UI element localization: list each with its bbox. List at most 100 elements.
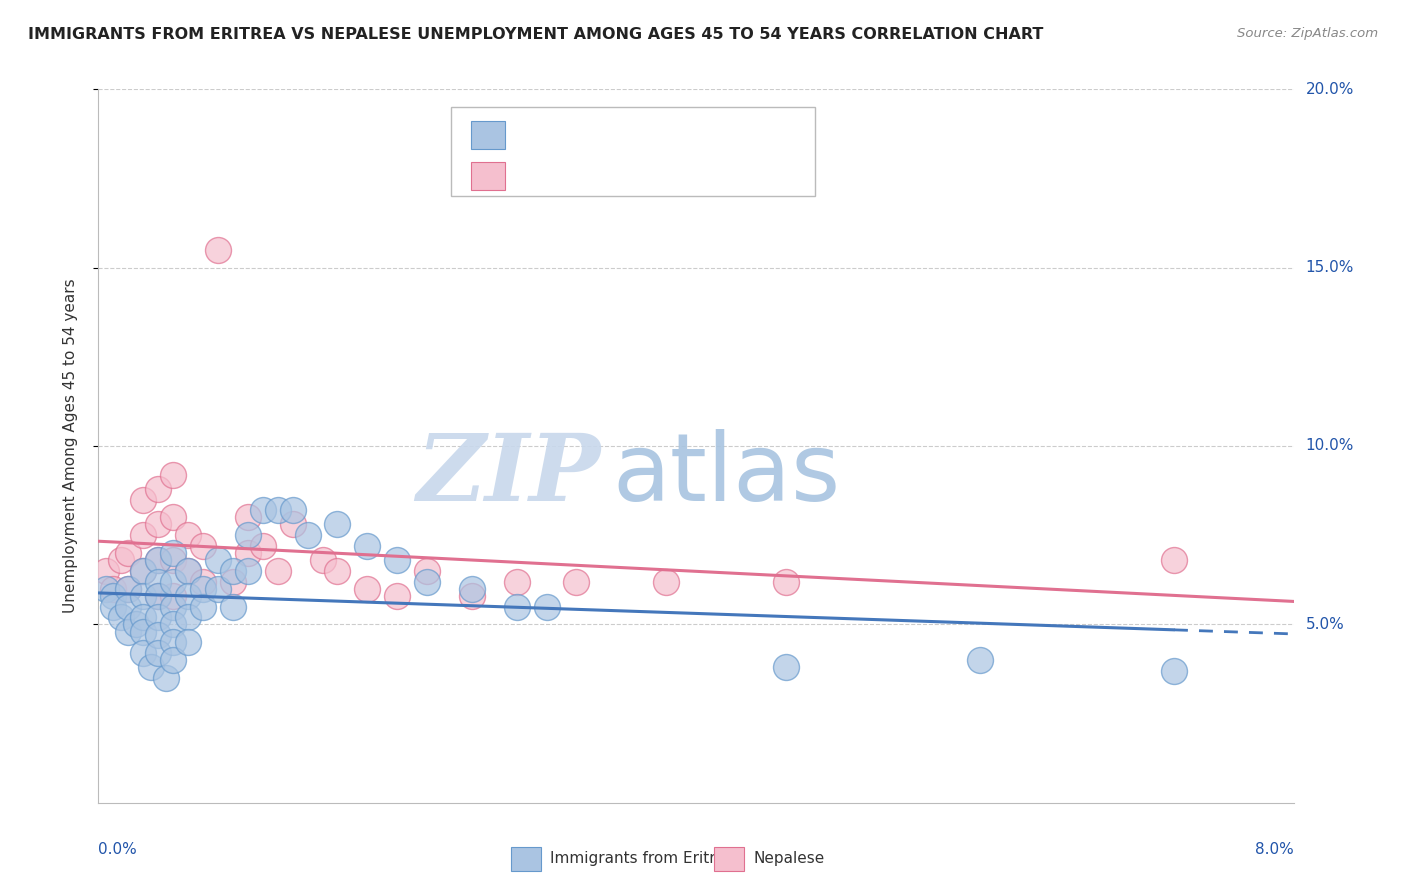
Point — [148, 610, 170, 624]
Bar — [510, 847, 540, 871]
Point — [191, 574, 214, 589]
Point — [222, 599, 245, 614]
Point — [385, 553, 409, 567]
Text: IMMIGRANTS FROM ERITREA VS NEPALESE UNEMPLOYMENT AMONG AGES 45 TO 54 YEARS CORRE: IMMIGRANTS FROM ERITREA VS NEPALESE UNEM… — [28, 27, 1043, 42]
Point — [297, 528, 319, 542]
Point — [117, 546, 139, 560]
Point — [148, 589, 170, 603]
Point — [132, 589, 155, 603]
Bar — [471, 161, 505, 190]
Point — [162, 546, 184, 560]
Point — [326, 564, 349, 578]
Point — [162, 467, 184, 482]
Point — [207, 553, 229, 567]
Point — [162, 574, 184, 589]
Point — [162, 653, 184, 667]
Point — [162, 617, 184, 632]
Point — [416, 574, 439, 589]
Point — [222, 574, 245, 589]
Text: 8.0%: 8.0% — [1254, 842, 1294, 857]
Point — [110, 610, 132, 624]
Point — [191, 599, 214, 614]
Point — [132, 610, 155, 624]
Point — [236, 564, 259, 578]
Point — [1163, 664, 1185, 678]
Point — [148, 589, 170, 603]
Point — [252, 539, 274, 553]
Point — [207, 243, 229, 257]
Point — [236, 546, 259, 560]
Point — [267, 503, 290, 517]
Text: N =: N = — [643, 125, 689, 143]
Point — [177, 635, 200, 649]
Point — [177, 528, 200, 542]
Text: 15.0%: 15.0% — [1305, 260, 1354, 275]
FancyBboxPatch shape — [451, 107, 815, 196]
Point — [132, 564, 155, 578]
Point — [461, 582, 484, 596]
Point — [281, 517, 304, 532]
Point — [969, 653, 991, 667]
Point — [162, 553, 184, 567]
Text: -0.094: -0.094 — [571, 125, 630, 143]
Point — [385, 589, 409, 603]
Point — [162, 599, 184, 614]
Point — [132, 624, 155, 639]
Point — [191, 539, 214, 553]
Point — [775, 574, 797, 589]
Point — [132, 646, 155, 660]
Point — [267, 564, 290, 578]
Point — [177, 564, 200, 578]
Point — [103, 582, 125, 596]
Point — [281, 503, 304, 517]
Point — [117, 599, 139, 614]
Text: 38: 38 — [714, 166, 737, 184]
Point — [148, 574, 170, 589]
Text: Immigrants from Eritrea: Immigrants from Eritrea — [550, 851, 734, 866]
Point — [162, 635, 184, 649]
Text: 0.0%: 0.0% — [98, 842, 138, 857]
Text: 0.055: 0.055 — [571, 166, 628, 184]
Point — [148, 517, 170, 532]
Point — [191, 582, 214, 596]
Point — [356, 539, 378, 553]
Bar — [714, 847, 744, 871]
Point — [177, 610, 200, 624]
Point — [177, 589, 200, 603]
Point — [506, 599, 529, 614]
Point — [162, 589, 184, 603]
Text: R =: R = — [517, 166, 553, 184]
Point — [103, 599, 125, 614]
Text: N =: N = — [643, 166, 689, 184]
Point — [207, 582, 229, 596]
Point — [148, 553, 170, 567]
Point — [162, 510, 184, 524]
Point — [94, 564, 117, 578]
Text: Nepalese: Nepalese — [754, 851, 824, 866]
Text: ZIP: ZIP — [416, 430, 600, 519]
Point — [148, 553, 170, 567]
Point — [326, 517, 349, 532]
Point — [103, 589, 125, 603]
Text: 53: 53 — [714, 125, 737, 143]
Point — [148, 482, 170, 496]
Point — [117, 582, 139, 596]
Point — [311, 553, 333, 567]
Point — [110, 553, 132, 567]
Point — [461, 589, 484, 603]
Point — [356, 582, 378, 596]
Point — [222, 564, 245, 578]
Text: 10.0%: 10.0% — [1305, 439, 1354, 453]
Point — [655, 574, 678, 589]
Text: 5.0%: 5.0% — [1305, 617, 1344, 632]
Bar — [471, 120, 505, 149]
Point — [125, 617, 148, 632]
Point — [148, 628, 170, 642]
Point — [132, 528, 155, 542]
Text: Source: ZipAtlas.com: Source: ZipAtlas.com — [1237, 27, 1378, 40]
Text: 20.0%: 20.0% — [1305, 82, 1354, 96]
Point — [536, 599, 558, 614]
Point — [94, 582, 117, 596]
Point — [117, 582, 139, 596]
Point — [565, 574, 588, 589]
